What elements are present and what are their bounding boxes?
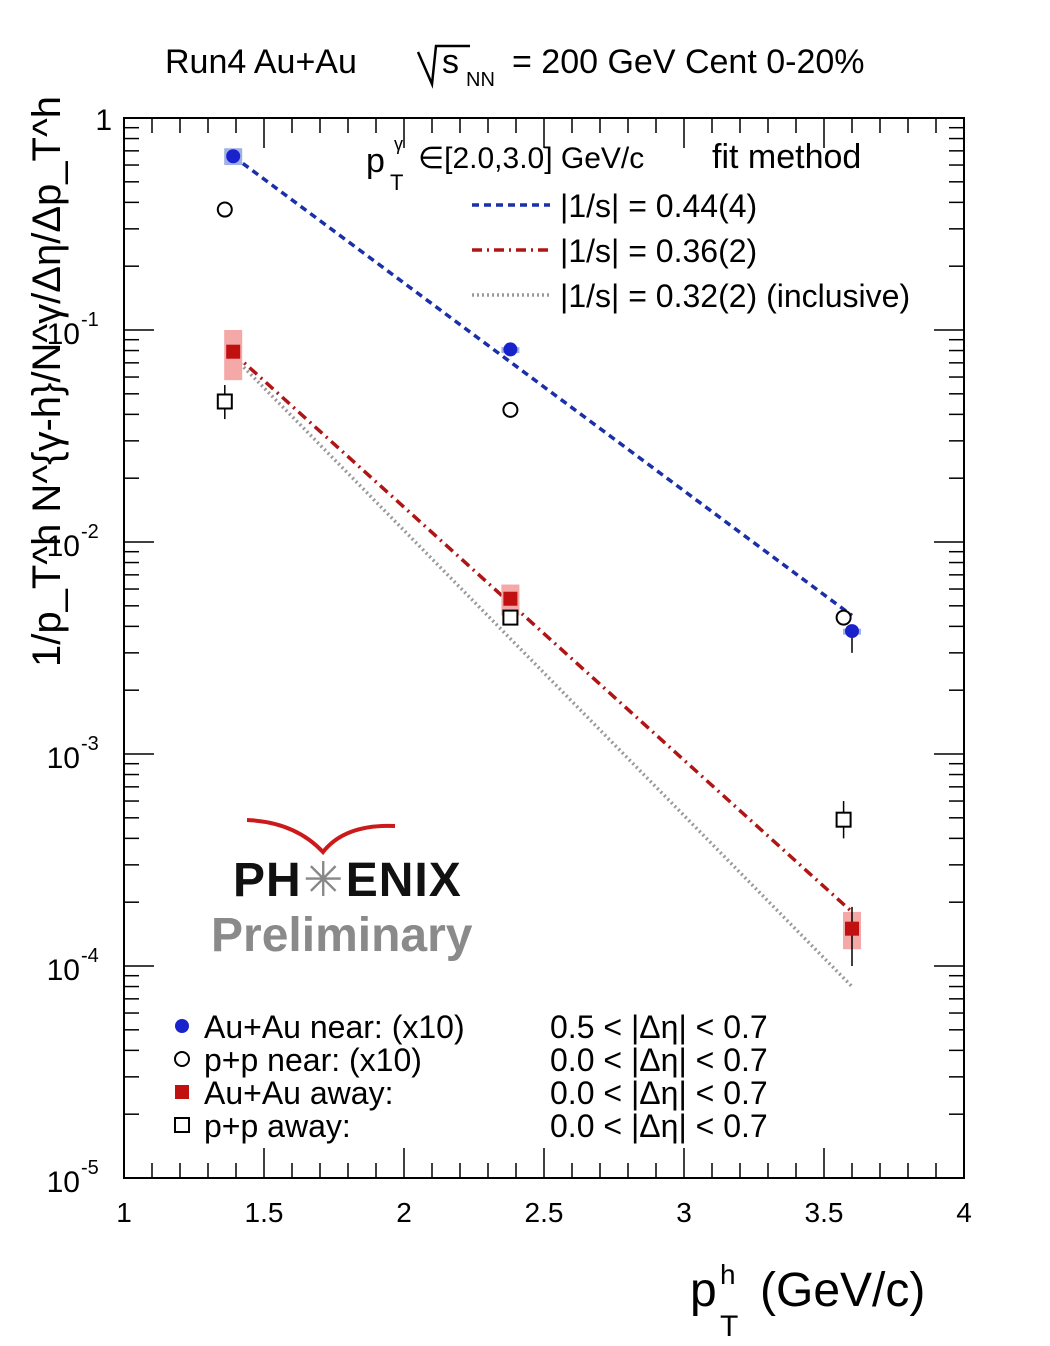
legend-series-label: p+p away: [204,1108,351,1144]
annot-sup: γ [394,134,403,154]
data-point [226,149,241,164]
fit-line [232,154,854,617]
series-legend: Au+Au near: (x10) 0.5 < |Δη| < 0.7 p+p nea… [174,1009,768,1144]
y-tick-label-exp: -1 [81,309,99,331]
data-point [845,624,859,639]
data-point [835,609,852,626]
legend-series-cut: 0.0 < |Δη| < 0.7 [550,1075,768,1111]
logo-swoosh [246,818,396,856]
xlabel-sup: h [720,1259,736,1290]
legend-series-label: Au+Au near: (x10) [204,1009,465,1045]
y-tick-label: 10 [47,742,80,775]
legend-marker [175,1019,189,1033]
fit-line [232,351,854,914]
fit-line [231,355,854,988]
data-point [216,393,233,410]
x-tick-label: 2 [396,1197,412,1228]
annot-range: ∈[2.0,3.0] GeV/c [418,142,644,175]
legend-series-label: p+p near: (x10) [204,1042,422,1078]
data-point [226,344,241,359]
legend-series-cut: 0.5 < |Δη| < 0.7 [550,1009,768,1045]
sqrt-s: s [442,43,459,81]
legend-marker [175,1085,189,1099]
annot-sub: T [390,170,403,195]
x-tick-label: 3 [676,1197,692,1228]
xlabel-unit: (GeV/c) [760,1264,925,1317]
x-axis-title: p h T (GeV/c) [690,1259,925,1343]
x-tick-label: 1.5 [245,1197,284,1228]
data-point [503,342,518,357]
legend-marker [174,1117,190,1133]
title-suffix: = 200 GeV Cent 0-20% [512,43,865,81]
data-point [845,921,859,936]
fit-legend-label: |1/s| = 0.32(2) (inclusive) [560,278,910,314]
data-points [216,148,861,966]
title-prefix: Run4 Au+Au [165,43,357,81]
y-tick-label-exp: -2 [81,521,99,543]
annot-p: p [366,142,385,180]
phenix-logo: PH✳ENIX Preliminary [205,812,485,972]
y-tick-label: 10 [47,954,80,987]
fit-lines [231,154,854,988]
y-tick-label: 1 [95,104,112,137]
logo-sun-icon: ✳ [303,854,345,907]
sqrt-sub: NN [466,69,495,91]
annot-method: fit method [712,138,861,176]
data-point [502,401,519,418]
y-axis-title: 1/p_T^h N^{γ-h}/N^γ/Δη/Δp_T^h [25,96,69,667]
xlabel-sub: T [720,1310,738,1343]
y-tick-label-exp: -3 [81,733,99,755]
legend-series-cut: 0.0 < |Δη| < 0.7 [550,1042,768,1078]
legend-series-cut: 0.0 < |Δη| < 0.7 [550,1108,768,1144]
x-tick-label: 2.5 [525,1197,564,1228]
logo-phenix-text: PH✳ENIX [233,852,462,908]
y-tick-label-exp: -5 [81,1157,99,1179]
fit-annotation: p γ T ∈[2.0,3.0] GeV/c fit method [366,134,861,195]
legend-series-label: Au+Au away: [204,1075,393,1111]
xlabel-p: p [690,1264,717,1317]
ylabel: 1/p_T^h N^{γ-h}/N^γ/Δη/Δp_T^h [25,96,69,667]
fit-legend: |1/s| = 0.44(4) |1/s| = 0.36(2) |1/s| = 0.… [472,188,910,314]
sqrt-sign [416,44,470,89]
y-tick-label-exp: -4 [81,945,99,967]
y-tick-label: 10 [47,1166,80,1199]
x-tick-label: 1 [116,1197,132,1228]
data-point [216,201,233,218]
data-point [502,609,519,626]
logo-preliminary: Preliminary [211,909,473,962]
x-tick-label: 4 [956,1197,972,1228]
logo-ph: PH [233,854,302,907]
fit-legend-label: |1/s| = 0.44(4) [560,188,757,224]
axis-ticks [123,118,965,1179]
y-tick-label: 10 [47,318,80,351]
logo-enix: ENIX [345,854,462,907]
fit-legend-label: |1/s| = 0.36(2) [560,233,757,269]
legend-marker [174,1051,190,1067]
y-tick-label: 10 [47,530,80,563]
data-point [835,811,852,828]
data-point [503,591,518,606]
x-tick-label: 3.5 [805,1197,844,1228]
